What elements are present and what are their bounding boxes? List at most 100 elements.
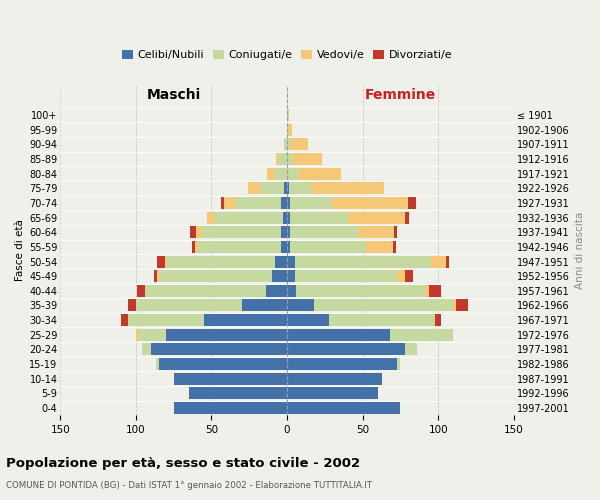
Bar	[296, 285, 425, 297]
Bar	[155, 358, 158, 370]
Y-axis label: Anni di nascita: Anni di nascita	[575, 212, 585, 289]
Bar	[281, 226, 287, 238]
Bar	[397, 270, 405, 282]
Bar	[287, 300, 314, 312]
Bar	[158, 358, 287, 370]
Bar	[287, 372, 382, 384]
Bar	[195, 241, 198, 253]
Bar	[290, 241, 365, 253]
Bar	[173, 372, 287, 384]
Bar	[198, 241, 281, 253]
Bar	[287, 197, 290, 209]
Bar	[137, 285, 145, 297]
Bar	[173, 402, 287, 414]
Bar	[151, 344, 287, 355]
Bar	[275, 168, 287, 179]
Bar	[295, 256, 431, 268]
Bar	[299, 168, 341, 179]
Bar	[283, 212, 287, 224]
Bar	[145, 285, 266, 297]
Bar	[136, 300, 242, 312]
Bar	[266, 285, 287, 297]
Bar	[329, 314, 435, 326]
Bar	[287, 388, 378, 400]
Bar	[295, 270, 397, 282]
Bar	[158, 270, 272, 282]
Bar	[166, 328, 287, 341]
Bar	[157, 256, 164, 268]
Bar	[290, 138, 308, 150]
Bar	[408, 197, 416, 209]
Bar	[457, 300, 469, 312]
Bar	[190, 226, 196, 238]
Bar	[290, 212, 347, 224]
Bar	[287, 241, 290, 253]
Bar	[287, 344, 405, 355]
Bar	[242, 300, 287, 312]
Bar	[358, 226, 394, 238]
Bar	[248, 182, 260, 194]
Bar	[154, 270, 157, 282]
Bar	[189, 388, 287, 400]
Bar	[287, 314, 329, 326]
Bar	[215, 212, 283, 224]
Bar	[429, 285, 441, 297]
Bar	[207, 212, 215, 224]
Bar	[224, 197, 236, 209]
Bar	[280, 153, 287, 165]
Bar	[284, 182, 287, 194]
Bar	[272, 270, 287, 282]
Bar	[405, 344, 417, 355]
Bar	[397, 358, 400, 370]
Bar	[221, 197, 224, 209]
Bar	[435, 314, 441, 326]
Bar	[365, 241, 393, 253]
Bar	[287, 124, 292, 136]
Bar	[128, 314, 204, 326]
Bar	[260, 182, 284, 194]
Bar	[142, 344, 151, 355]
Bar	[287, 168, 299, 179]
Bar	[431, 256, 446, 268]
Bar	[287, 138, 290, 150]
Bar	[287, 182, 289, 194]
Bar	[157, 270, 158, 282]
Bar	[292, 153, 322, 165]
Bar	[446, 256, 449, 268]
Bar	[287, 109, 289, 121]
Bar	[192, 241, 195, 253]
Bar	[290, 226, 358, 238]
Bar	[425, 285, 429, 297]
Bar	[290, 197, 332, 209]
Bar	[166, 256, 275, 268]
Bar	[287, 358, 397, 370]
Text: Maschi: Maschi	[146, 88, 201, 102]
Bar	[287, 328, 390, 341]
Bar	[287, 212, 290, 224]
Bar	[287, 402, 400, 414]
Bar	[121, 314, 128, 326]
Bar	[128, 300, 136, 312]
Bar	[289, 182, 311, 194]
Bar	[284, 138, 287, 150]
Y-axis label: Fasce di età: Fasce di età	[15, 220, 25, 282]
Bar	[236, 197, 281, 209]
Text: Femmine: Femmine	[365, 88, 436, 102]
Bar	[314, 300, 454, 312]
Legend: Celibi/Nubili, Coniugati/e, Vedovi/e, Divorziati/e: Celibi/Nubili, Coniugati/e, Vedovi/e, Di…	[117, 46, 457, 64]
Bar	[405, 212, 409, 224]
Bar	[311, 182, 384, 194]
Text: COMUNE DI PONTIDA (BG) - Dati ISTAT 1° gennaio 2002 - Elaborazione TUTTITALIA.IT: COMUNE DI PONTIDA (BG) - Dati ISTAT 1° g…	[6, 481, 372, 490]
Bar	[164, 256, 166, 268]
Bar	[281, 197, 287, 209]
Bar	[287, 285, 296, 297]
Bar	[196, 226, 202, 238]
Bar	[454, 300, 457, 312]
Bar	[287, 153, 292, 165]
Bar	[136, 328, 139, 341]
Bar	[347, 212, 405, 224]
Bar	[277, 153, 280, 165]
Bar	[202, 226, 281, 238]
Bar	[287, 270, 295, 282]
Bar	[287, 256, 295, 268]
